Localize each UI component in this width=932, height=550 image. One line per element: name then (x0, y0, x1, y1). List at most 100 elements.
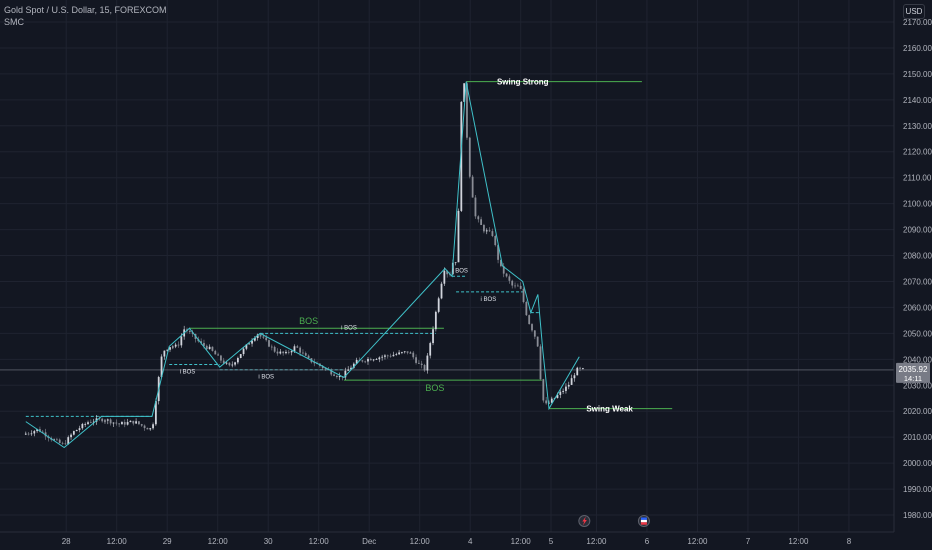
candle-body (401, 352, 403, 353)
y-tick-label: 2130.00 (903, 122, 932, 131)
candle-body (409, 352, 412, 354)
candle-body (231, 364, 234, 366)
x-tick-label: 29 (163, 537, 172, 546)
x-tick-label: 12:00 (107, 537, 128, 546)
candle-body (24, 433, 27, 435)
candle-body (177, 344, 180, 346)
candle-body (500, 259, 502, 267)
candle-body (67, 437, 70, 445)
candle-body (273, 346, 276, 352)
candle-body (154, 401, 157, 425)
y-tick-label: 2110.00 (903, 174, 932, 183)
x-tick-label: 12:00 (687, 537, 708, 546)
y-tick-label: 2070.00 (903, 277, 932, 286)
candle-body (205, 345, 208, 350)
candle-body (494, 236, 497, 246)
candle-body (417, 362, 420, 364)
chart-legend: Gold Spot / U.S. Dollar, 15, FOREXCOM SM… (4, 4, 167, 28)
last-price-value: 2035.92 (899, 365, 928, 374)
candle-body (485, 230, 488, 232)
price-axis[interactable]: 1980.00 1990.00 2000.00 2010.00 2020.00 2030.… (893, 0, 932, 550)
candle-body (251, 340, 253, 344)
event-icons[interactable] (578, 515, 650, 527)
candle-body (463, 83, 466, 102)
candle-body (488, 230, 491, 232)
y-tick-label: 2060.00 (903, 303, 932, 312)
flag-icon[interactable] (637, 515, 650, 527)
candle-body (406, 351, 409, 353)
x-tick-label: 6 (645, 537, 650, 546)
candle-body (78, 428, 81, 430)
candle-body (211, 346, 214, 351)
time-axis[interactable]: 28 12:00 29 12:00 30 12:00 Dec 12:00 4 12:00 5 12:0… (0, 531, 894, 546)
swing-level-label: Swing Strong (497, 78, 549, 87)
candle-body (570, 378, 573, 385)
candle-body (135, 421, 137, 424)
candle-body (511, 280, 514, 286)
candle-body (454, 262, 457, 264)
candle-body (321, 365, 324, 369)
candle-body (262, 336, 265, 338)
candle-body (420, 363, 423, 366)
currency-button[interactable]: USD (903, 4, 925, 19)
candle-body (121, 422, 123, 425)
zigzag-line (25, 81, 580, 449)
candle-body (437, 298, 440, 312)
candle-body (333, 374, 335, 376)
candle-body (502, 266, 505, 274)
ibos-label: i BOS (341, 325, 357, 331)
x-tick-label: 12:00 (511, 537, 532, 546)
candle-body (350, 367, 352, 370)
candle-body (245, 344, 248, 349)
candle-body (109, 419, 112, 424)
candle-body (378, 357, 381, 360)
candle-body (87, 422, 89, 424)
candle-body (483, 225, 485, 232)
candle-body (576, 367, 579, 376)
candle-body (344, 370, 347, 378)
candle-body (152, 424, 154, 429)
x-tick-label: 7 (746, 537, 751, 546)
y-tick-label: 2100.00 (903, 200, 932, 209)
candle-body (531, 324, 533, 331)
candle-body (140, 424, 143, 426)
lightning-icon[interactable] (578, 515, 591, 527)
candle-body (30, 433, 33, 435)
candle-body (446, 270, 449, 275)
candle-body (70, 434, 72, 438)
candle-body (268, 340, 270, 347)
y-tick-label: 2080.00 (903, 252, 932, 261)
candle-body (89, 422, 92, 424)
candle-body (361, 360, 364, 362)
x-tick-label: 28 (62, 537, 71, 546)
candle-body (41, 431, 44, 433)
ibos-label: i BOS (452, 268, 468, 274)
symbol-title[interactable]: Gold Spot / U.S. Dollar, 15, FOREXCOM (4, 5, 167, 15)
candle-body (389, 355, 392, 357)
x-tick-label: 12:00 (208, 537, 229, 546)
bar-countdown: 14:11 (904, 374, 922, 383)
candle-body (355, 359, 358, 364)
candle-body (313, 362, 316, 364)
y-tick-label: 2030.00 (903, 381, 932, 390)
candle-body (33, 431, 36, 434)
candle-body (386, 355, 389, 357)
candle-body (64, 443, 67, 445)
candle-body (369, 358, 372, 361)
candle-body (237, 358, 239, 363)
flag-stripe-top (640, 517, 647, 520)
last-price-badge-box (896, 362, 930, 383)
candle-body (81, 424, 84, 429)
indicator-name[interactable]: SMC (4, 17, 24, 27)
candle-body (491, 231, 494, 237)
y-tick-label: 2170.00 (903, 18, 932, 27)
candle-body (443, 270, 446, 284)
x-tick-label: 12:00 (788, 537, 809, 546)
candle-body (514, 285, 516, 287)
candle-body (562, 390, 565, 392)
swing-level-label: Swing Weak (586, 405, 633, 414)
price-axis-bg[interactable] (894, 0, 932, 550)
candle-body (106, 419, 109, 421)
candle-body (27, 433, 30, 435)
